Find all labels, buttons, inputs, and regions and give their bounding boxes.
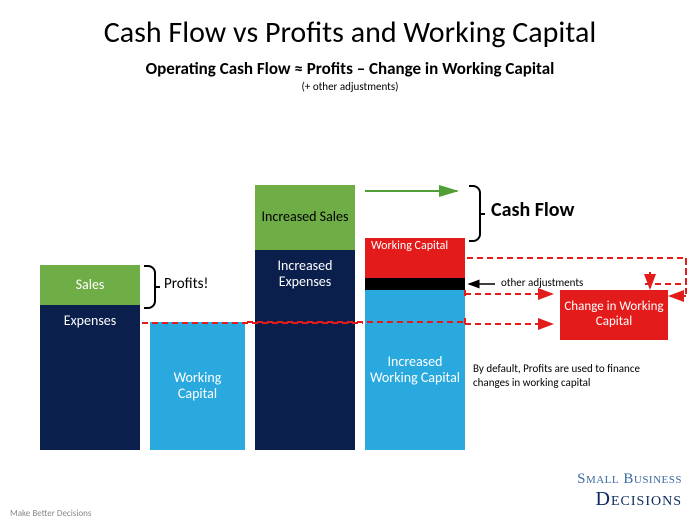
block-expenses: Expenses (40, 305, 140, 450)
logo-line1: Small Business (577, 471, 682, 487)
box-change-in-working-capital: Change in Working Capital (560, 290, 668, 340)
footer-left: Make Better Decisions (10, 508, 91, 519)
label-other-adjustments: other adjustments (501, 276, 583, 289)
brace-cash-flow (469, 185, 481, 242)
logo-line2: Decisions (596, 488, 682, 510)
block-red-working-capital: Working Capital (365, 238, 465, 278)
slide-subnote: (+ other adjustments) (0, 80, 700, 93)
block-increased-expenses: Increased Expenses (255, 250, 355, 450)
slide: Cash Flow vs Profits and Working Capital… (0, 0, 700, 525)
logo: Small Business Decisions (577, 470, 682, 511)
block-other-adjustments-bar (365, 278, 465, 290)
block-working-capital: Working Capital (150, 322, 245, 450)
label-cash-flow: Cash Flow (491, 198, 574, 222)
brace-profits (144, 265, 156, 309)
block-sales: Sales (40, 265, 140, 305)
slide-subtitle: Operating Cash Flow ≈ Profits – Change i… (0, 58, 700, 79)
label-profits: Profits! (164, 275, 208, 293)
footnote: By default, Profits are used to finance … (473, 362, 648, 391)
slide-title: Cash Flow vs Profits and Working Capital (0, 14, 700, 51)
block-increased-sales: Increased Sales (255, 185, 355, 250)
block-increased-working-capital: Increased Working Capital (365, 290, 465, 450)
